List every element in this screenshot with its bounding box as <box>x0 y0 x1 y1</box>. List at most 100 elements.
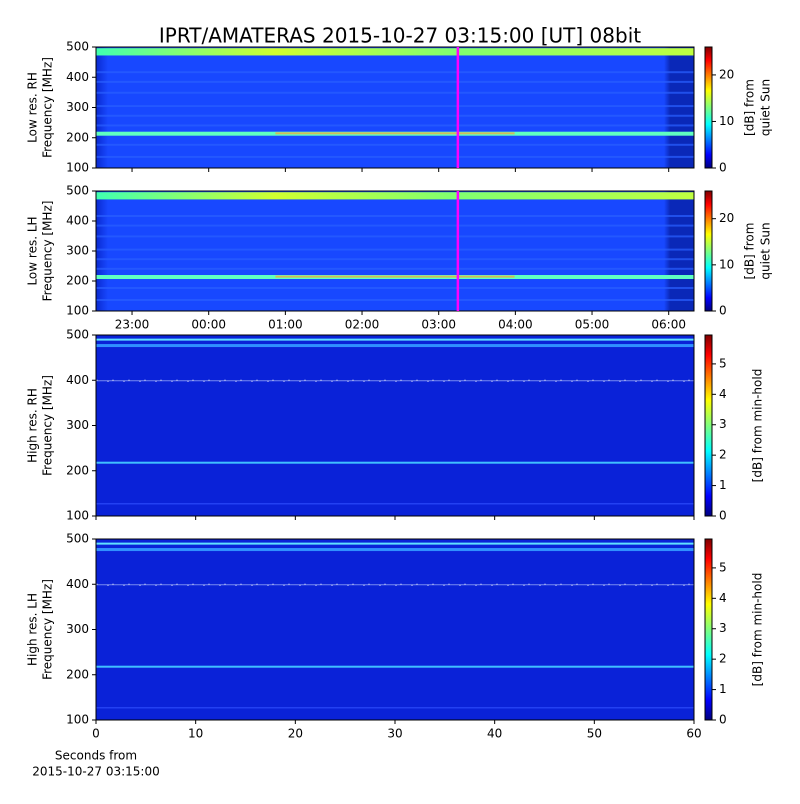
y-axis-label: High res. LH <box>26 593 40 666</box>
y-tick-label: 400 <box>66 70 89 84</box>
colorbar-label: [dB] from min-hold <box>751 369 765 483</box>
colorbar <box>704 538 713 721</box>
y-tick-label: 200 <box>66 274 89 288</box>
spectrogram-feature <box>95 583 695 586</box>
y-axis-label: Low res. LH <box>26 216 40 285</box>
colorbar-tick-label: 3 <box>719 417 727 431</box>
colorbar-tick-label: 0 <box>719 161 727 175</box>
spectrogram-feature <box>96 143 694 146</box>
y-tick-label: 300 <box>66 418 89 432</box>
title: IPRT/AMATERAS 2015-10-27 03:15:00 [UT] 0… <box>159 24 641 48</box>
y-tick-label: 200 <box>66 130 89 144</box>
x-tick-label: 23:00 <box>115 318 150 332</box>
colorbar-tick-label: 4 <box>719 591 727 605</box>
y-tick-label: 300 <box>66 244 89 258</box>
spectrogram-feature <box>275 275 515 278</box>
y-tick-label: 500 <box>66 184 89 198</box>
x-tick-label: 10 <box>188 727 203 741</box>
y-tick-label: 500 <box>66 328 89 342</box>
y-tick-label: 100 <box>66 509 89 523</box>
x-tick-label: 01:00 <box>268 318 303 332</box>
spectrogram-feature <box>96 503 694 505</box>
spectrogram-feature <box>96 338 694 341</box>
x-tick-label: 60 <box>686 727 701 741</box>
y-tick-label: 400 <box>66 577 89 591</box>
y-tick-label: 200 <box>66 463 89 477</box>
y-axis-label: Frequency [MHz] <box>41 201 55 302</box>
colorbar-tick-label: 10 <box>719 257 734 271</box>
colorbar-tick-label: 2 <box>719 448 727 462</box>
spectrogram-feature <box>96 114 694 117</box>
spectrogram-feature <box>96 105 694 108</box>
spectrogram-feature <box>96 707 694 709</box>
colorbar <box>704 334 713 517</box>
y-tick-label: 100 <box>66 713 89 727</box>
spectrogram-feature <box>96 548 694 552</box>
spectrogram-feature <box>96 258 694 261</box>
spectrogram-feature <box>96 155 694 158</box>
spectrogram-feature <box>96 235 694 238</box>
y-tick-label: 400 <box>66 373 89 387</box>
colorbar <box>704 190 713 312</box>
spectrogram-feature <box>96 542 694 545</box>
spectrogram-feature <box>96 215 694 217</box>
spectrogram-feature <box>96 71 694 74</box>
colorbar-tick-label: 1 <box>719 682 727 696</box>
x-tick-label: 0 <box>92 727 100 741</box>
y-axis-label: Frequency [MHz] <box>41 375 55 476</box>
x-tick-label: 40 <box>487 727 502 741</box>
x-axis-label: 2015-10-27 03:15:00 <box>32 765 159 779</box>
colorbar-label: quiet Sun <box>759 222 773 279</box>
spectrogram-feature <box>96 461 694 464</box>
colorbar-label: [dB] from <box>743 79 757 136</box>
x-tick-label: 03:00 <box>421 318 456 332</box>
spectrogram-feature <box>96 224 694 227</box>
spectrogram-feature <box>95 379 695 382</box>
spectrogram-feature <box>96 267 694 270</box>
y-axis-label: Low res. RH <box>26 72 40 143</box>
y-axis-label: Frequency [MHz] <box>41 57 55 158</box>
spectrogram-feature <box>96 248 694 251</box>
colorbar-tick-label: 0 <box>719 713 727 727</box>
x-tick-label: 06:00 <box>651 318 686 332</box>
spectrogram-feature <box>96 192 694 200</box>
y-tick-label: 100 <box>66 161 89 175</box>
colorbar-tick-label: 4 <box>719 387 727 401</box>
y-tick-label: 400 <box>66 214 89 228</box>
colorbar-label: quiet Sun <box>759 79 773 136</box>
colorbar-tick-label: 5 <box>719 356 727 370</box>
spectrogram-feature <box>96 287 694 289</box>
x-tick-label: 02:00 <box>345 318 380 332</box>
colorbar <box>704 46 713 169</box>
y-tick-label: 100 <box>66 304 89 318</box>
spectrogram-feature <box>96 665 694 668</box>
spectrogram-feature <box>96 80 694 83</box>
colorbar-tick-label: 2 <box>719 652 727 666</box>
spectrogram <box>96 539 694 720</box>
spectrogram-feature <box>96 344 694 348</box>
colorbar-tick-label: 0 <box>719 509 727 523</box>
x-tick-label: 00:00 <box>191 318 226 332</box>
colorbar-tick-label: 1 <box>719 478 727 492</box>
colorbar-label: [dB] from min-hold <box>751 573 765 687</box>
y-axis-label: High res. RH <box>26 388 40 463</box>
x-axis-label: Seconds from <box>55 749 137 763</box>
colorbar-tick-label: 20 <box>719 211 734 225</box>
spectrogram-feature <box>275 132 515 135</box>
x-tick-label: 20 <box>288 727 303 741</box>
spectrogram <box>96 191 694 311</box>
colorbar-tick-label: 10 <box>719 114 734 128</box>
colorbar-label: [dB] from <box>743 223 757 280</box>
colorbar-tick-label: 0 <box>719 304 727 318</box>
colorbar-tick-label: 20 <box>719 67 734 81</box>
colorbar-tick-label: 5 <box>719 560 727 574</box>
x-tick-label: 04:00 <box>498 318 533 332</box>
spectrogram <box>96 47 694 168</box>
x-tick-label: 30 <box>387 727 402 741</box>
y-tick-label: 500 <box>66 40 89 54</box>
spectrogram-feature <box>96 48 694 56</box>
spectrogram-feature <box>96 124 694 127</box>
colorbar-tick-label: 3 <box>719 621 727 635</box>
y-axis-label: Frequency [MHz] <box>41 579 55 680</box>
